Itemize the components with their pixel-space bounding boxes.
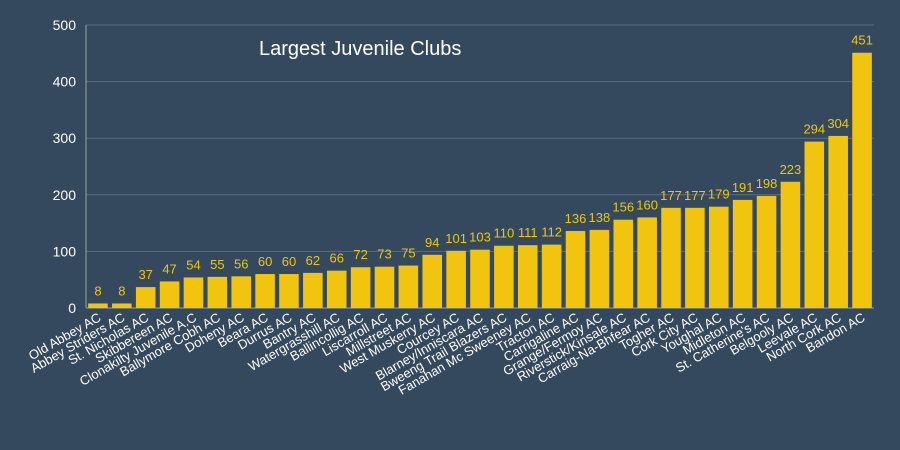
data-label: 112 — [541, 225, 562, 240]
bar — [565, 231, 586, 308]
y-tick-label: 200 — [53, 187, 77, 203]
bar — [780, 181, 801, 308]
data-label: 60 — [282, 254, 296, 269]
bar — [852, 52, 872, 308]
bar — [135, 287, 156, 308]
bar — [637, 217, 657, 308]
bar — [828, 135, 848, 308]
bar — [708, 206, 729, 308]
data-label: 94 — [425, 235, 439, 250]
bar — [112, 303, 132, 308]
data-label: 223 — [780, 162, 802, 177]
y-tick-label: 500 — [53, 17, 77, 33]
data-label: 294 — [803, 122, 825, 137]
y-tick-label: 300 — [53, 130, 77, 146]
bar — [422, 254, 443, 308]
data-label: 160 — [636, 197, 658, 212]
data-label: 8 — [94, 283, 101, 298]
bar — [326, 270, 347, 308]
data-label: 37 — [138, 267, 152, 282]
bar — [88, 303, 108, 308]
data-label: 101 — [445, 231, 467, 246]
data-label: 138 — [589, 210, 611, 225]
bar — [231, 276, 252, 308]
bar — [804, 141, 825, 308]
bar — [207, 276, 228, 308]
y-tick-label: 100 — [53, 243, 77, 259]
data-label: 8 — [118, 283, 125, 298]
bar — [613, 219, 634, 308]
bar — [685, 207, 705, 308]
data-label: 55 — [210, 257, 224, 272]
bar — [374, 266, 395, 308]
data-label: 304 — [827, 116, 849, 131]
data-label: 47 — [162, 261, 176, 276]
data-label: 60 — [258, 254, 272, 269]
data-label: 156 — [612, 200, 634, 215]
bar — [470, 249, 490, 308]
bar — [279, 274, 299, 308]
data-label: 136 — [565, 211, 587, 226]
data-label: 110 — [494, 226, 515, 241]
data-label: 54 — [186, 257, 200, 272]
bar — [183, 277, 204, 308]
y-tick-label: 0 — [68, 300, 76, 316]
data-labels: 8 8 37 47 54 55 56 60 60 62 66 72 73 75 94 101 103 110 111… — [94, 33, 873, 299]
data-label: 66 — [329, 251, 343, 266]
bar — [255, 274, 275, 308]
bar — [398, 265, 419, 308]
bar — [541, 244, 562, 308]
bar — [303, 272, 323, 308]
bar — [159, 281, 180, 308]
data-label: 72 — [353, 247, 367, 262]
bars — [88, 52, 872, 308]
bar — [756, 195, 777, 308]
y-axis-ticks: 0 100 200 300 400 500 — [53, 17, 77, 316]
data-label: 56 — [234, 256, 248, 271]
data-label: 62 — [306, 253, 320, 268]
bar — [350, 267, 371, 308]
data-label: 177 — [684, 188, 706, 203]
y-tick-label: 400 — [53, 74, 77, 90]
bar — [446, 250, 466, 308]
data-label: 198 — [756, 176, 778, 191]
data-label: 191 — [732, 180, 754, 195]
bar — [494, 245, 514, 308]
data-label: 111 — [518, 225, 538, 240]
data-label: 179 — [708, 187, 730, 202]
chart-title: Largest Juvenile Clubs — [259, 38, 461, 60]
bar — [661, 207, 681, 308]
data-label: 177 — [660, 188, 682, 203]
data-label: 451 — [851, 33, 873, 48]
bar — [732, 199, 753, 308]
bar — [589, 229, 610, 308]
data-label: 73 — [377, 247, 391, 262]
data-label: 75 — [401, 246, 415, 261]
bar — [517, 245, 538, 308]
data-label: 103 — [469, 230, 491, 245]
